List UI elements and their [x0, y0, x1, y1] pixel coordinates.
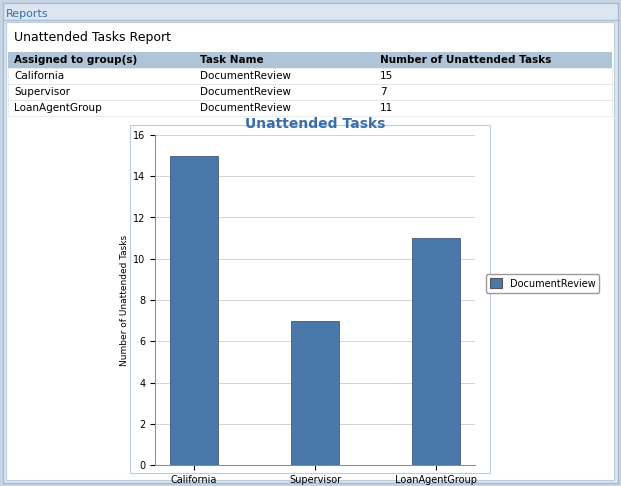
FancyBboxPatch shape — [8, 100, 612, 116]
Text: California: California — [14, 71, 64, 81]
Text: Supervisor: Supervisor — [14, 87, 70, 97]
Bar — [291, 321, 339, 465]
Text: Number of Unattended Tasks: Number of Unattended Tasks — [380, 55, 551, 65]
Text: LoanAgentGroup: LoanAgentGroup — [14, 103, 102, 113]
Legend: DocumentReview: DocumentReview — [486, 275, 599, 293]
FancyBboxPatch shape — [8, 68, 612, 84]
Text: Unattended Tasks Report: Unattended Tasks Report — [14, 32, 171, 45]
Bar — [412, 238, 460, 465]
Text: DocumentReview: DocumentReview — [200, 87, 291, 97]
FancyBboxPatch shape — [6, 22, 614, 480]
Text: Reports: Reports — [6, 9, 48, 19]
FancyBboxPatch shape — [8, 52, 612, 68]
Text: DocumentReview: DocumentReview — [200, 71, 291, 81]
Text: 11: 11 — [380, 103, 393, 113]
FancyBboxPatch shape — [8, 84, 612, 100]
FancyBboxPatch shape — [130, 125, 490, 473]
FancyBboxPatch shape — [3, 3, 618, 483]
Text: 15: 15 — [380, 71, 393, 81]
Title: Unattended Tasks: Unattended Tasks — [245, 117, 385, 131]
Text: 7: 7 — [380, 87, 387, 97]
Text: Assigned to group(s): Assigned to group(s) — [14, 55, 137, 65]
Y-axis label: Number of Unattended Tasks: Number of Unattended Tasks — [120, 234, 129, 365]
Bar — [170, 156, 218, 465]
Text: Task Name: Task Name — [200, 55, 264, 65]
Text: DocumentReview: DocumentReview — [200, 103, 291, 113]
